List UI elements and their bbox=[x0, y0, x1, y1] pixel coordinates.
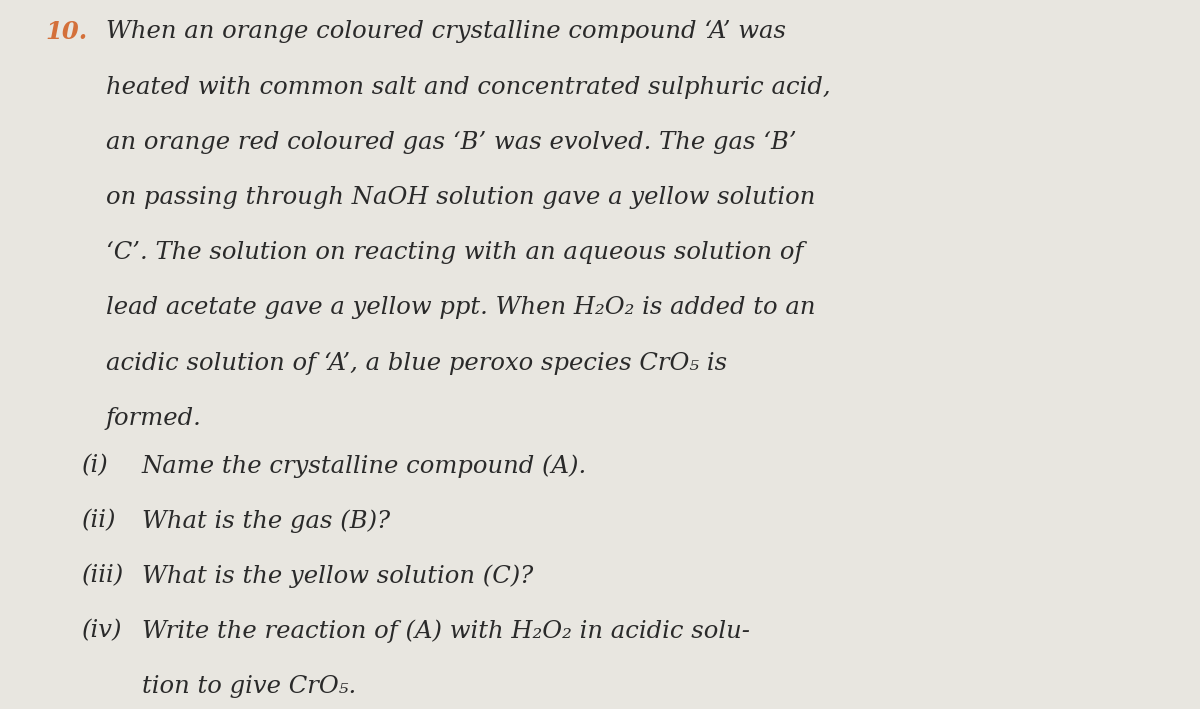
Text: (iii): (iii) bbox=[82, 564, 124, 588]
Text: Name the crystalline compound (A).: Name the crystalline compound (A). bbox=[142, 454, 587, 478]
Text: ‘C’. The solution on reacting with an aqueous solution of: ‘C’. The solution on reacting with an aq… bbox=[106, 241, 803, 264]
Text: (ii): (ii) bbox=[82, 509, 116, 532]
Text: What is the yellow solution (C)?: What is the yellow solution (C)? bbox=[142, 564, 533, 588]
Text: heated with common salt and concentrated sulphuric acid,: heated with common salt and concentrated… bbox=[106, 76, 830, 99]
Text: lead acetate gave a yellow ppt. When H₂O₂ is added to an: lead acetate gave a yellow ppt. When H₂O… bbox=[106, 296, 815, 320]
Text: When an orange coloured crystalline compound ‘A’ was: When an orange coloured crystalline comp… bbox=[106, 21, 786, 43]
Text: Write the reaction of (A) with H₂O₂ in acidic solu-: Write the reaction of (A) with H₂O₂ in a… bbox=[142, 620, 750, 643]
Text: on passing through NaOH solution gave a yellow solution: on passing through NaOH solution gave a … bbox=[106, 186, 815, 209]
Text: 10.: 10. bbox=[46, 21, 88, 45]
Text: (iv): (iv) bbox=[82, 620, 122, 642]
Text: an orange red coloured gas ‘B’ was evolved. The gas ‘B’: an orange red coloured gas ‘B’ was evolv… bbox=[106, 131, 797, 154]
Text: tion to give CrO₅.: tion to give CrO₅. bbox=[142, 675, 356, 698]
Text: What is the gas (B)?: What is the gas (B)? bbox=[142, 509, 390, 532]
Text: formed.: formed. bbox=[106, 407, 202, 430]
Text: acidic solution of ‘A’, a blue peroxo species CrO₅ is: acidic solution of ‘A’, a blue peroxo sp… bbox=[106, 352, 727, 374]
Text: (i): (i) bbox=[82, 454, 108, 477]
